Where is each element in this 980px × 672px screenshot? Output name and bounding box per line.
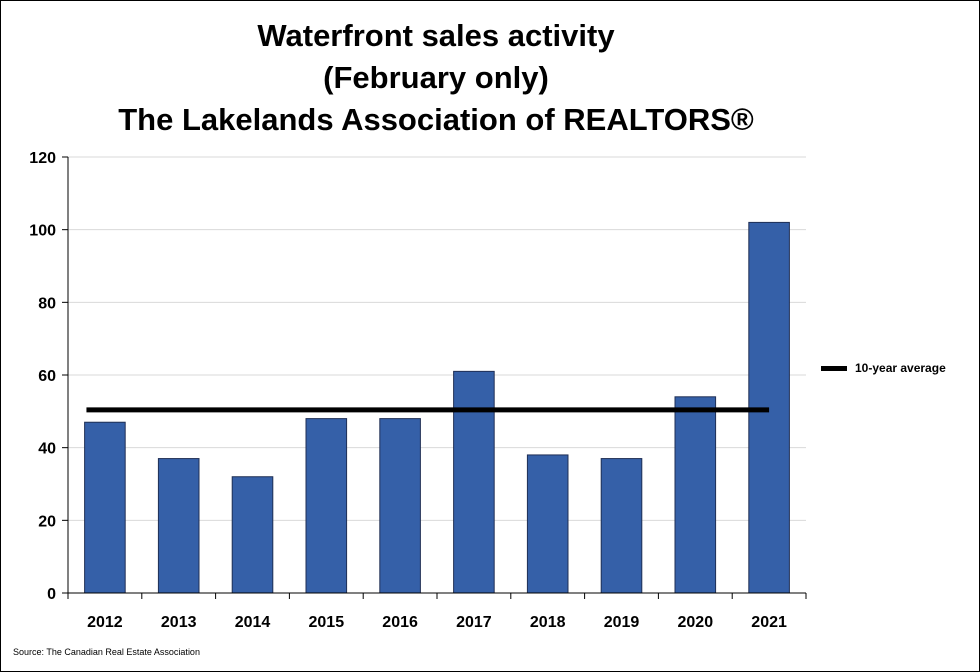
chart-title: Waterfront sales activity (February only… [1,15,871,141]
y-tick-label-20: 20 [38,513,56,530]
chart-title-line-2: (February only) [323,60,549,95]
x-tick-label-2012: 2012 [87,614,123,631]
x-tick-label-2020: 2020 [678,614,714,631]
y-tick-label-100: 100 [29,223,56,240]
y-tick-label-40: 40 [38,441,56,458]
chart-title-line-1: Waterfront sales activity [257,18,615,53]
bar-2018 [526,454,569,594]
source-note: Source: The Canadian Real Estate Associa… [13,647,200,657]
bar-2014 [231,476,274,594]
bar-2020 [674,396,717,594]
bar-2019 [600,458,643,594]
legend-label: 10-year average [855,361,946,375]
legend-swatch-10-year-average [821,365,847,371]
bar-2013 [157,458,200,594]
y-tick-label-80: 80 [38,295,56,312]
bar-2015 [305,418,348,594]
y-tick-label-120: 120 [29,150,56,167]
x-tick-label-2014: 2014 [235,614,271,631]
x-tick-label-2021: 2021 [751,614,787,631]
y-tick-label-60: 60 [38,368,56,385]
bar-2017 [453,370,495,594]
y-tick-label-0: 0 [47,586,56,603]
chart-title-line-3: The Lakelands Association of REALTORS® [118,102,754,137]
x-tick-label-2019: 2019 [604,614,640,631]
x-tick-label-2015: 2015 [309,614,345,631]
x-tick-label-2017: 2017 [456,614,492,631]
legend: 10-year average [821,361,946,375]
x-tick-label-2016: 2016 [382,614,418,631]
bar-2012 [84,421,126,594]
x-tick-label-2018: 2018 [530,614,566,631]
bar-2016 [379,418,421,594]
x-tick-label-2013: 2013 [161,614,197,631]
